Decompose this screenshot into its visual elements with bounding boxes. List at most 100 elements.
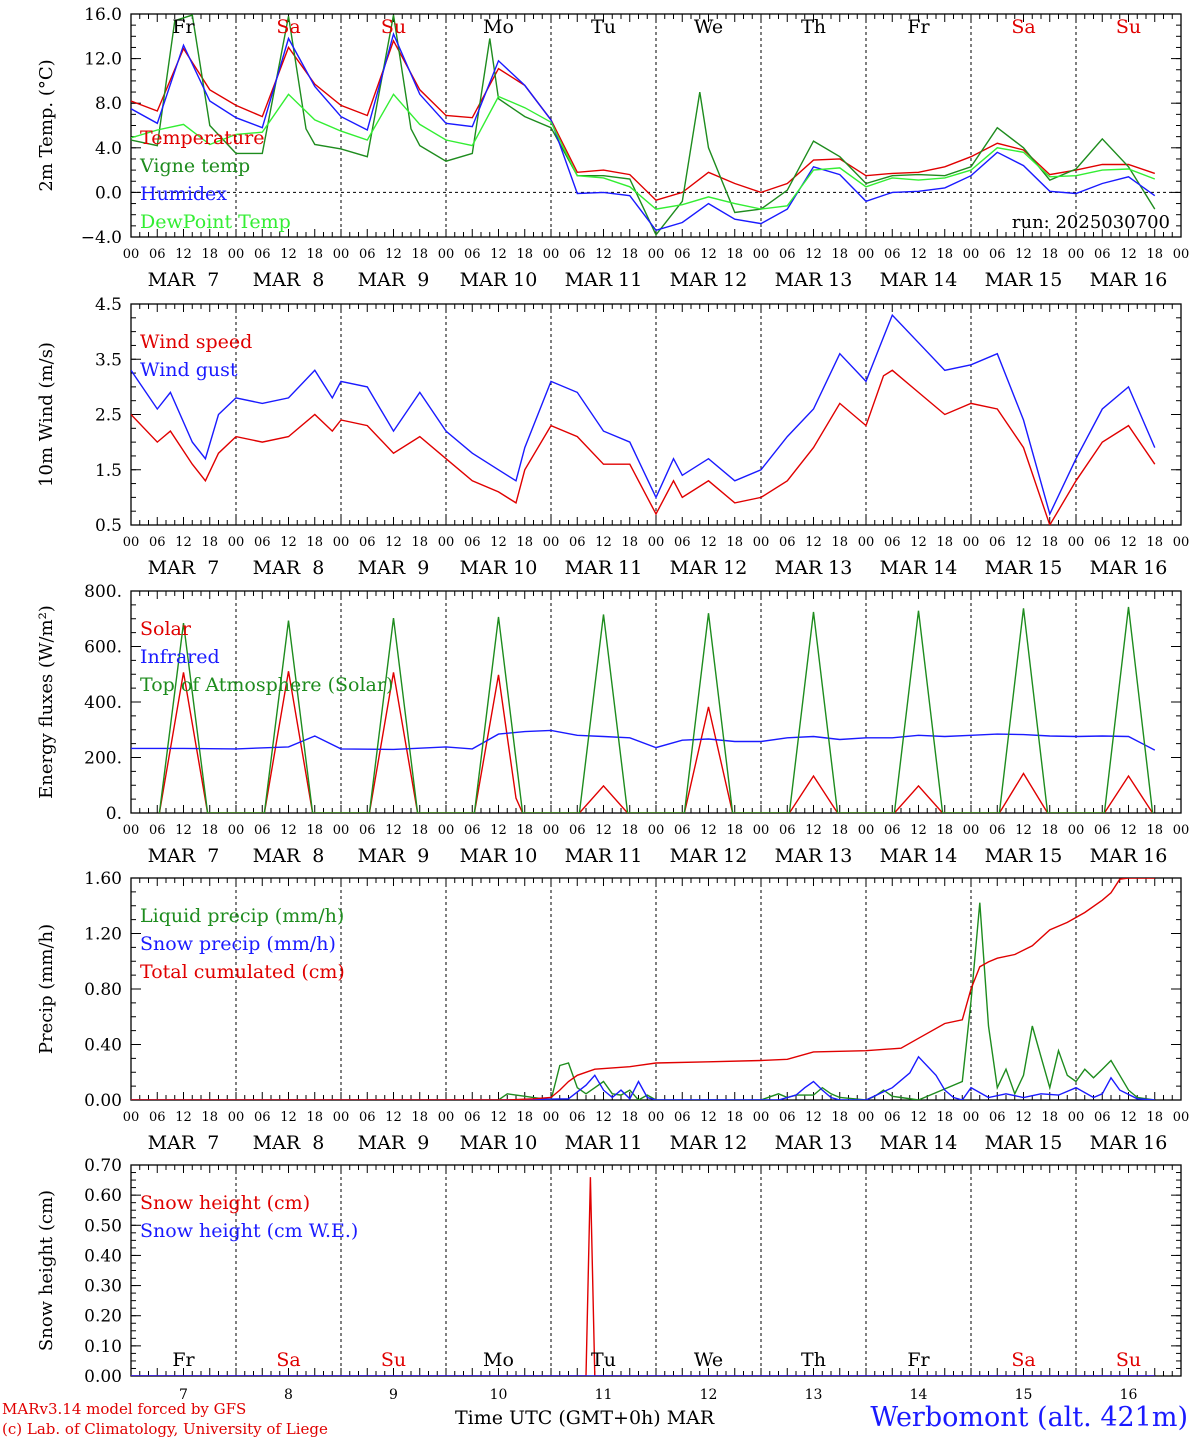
- y-tick-label: 0.80: [84, 980, 122, 1000]
- hour-tick-label: 00: [963, 1110, 980, 1125]
- hour-tick-label: 18: [201, 247, 218, 262]
- date-label: MAR 12: [670, 845, 748, 867]
- hour-tick-label: 06: [989, 535, 1006, 550]
- hour-tick-label: 06: [779, 1110, 796, 1125]
- date-label: MAR 14: [880, 1132, 958, 1154]
- y-tick-label: 0.5: [95, 516, 122, 536]
- hour-tick-label: 18: [831, 823, 848, 838]
- hour-tick-label: 06: [1094, 823, 1111, 838]
- hour-tick-label: 06: [464, 1110, 481, 1125]
- series-line: [131, 878, 1155, 1100]
- hour-tick-label: 06: [884, 247, 901, 262]
- hour-tick-label: 12: [385, 247, 402, 262]
- hour-tick-label: 18: [936, 535, 953, 550]
- hour-tick-label: 06: [989, 247, 1006, 262]
- date-label: MAR 13: [775, 1132, 853, 1154]
- hour-tick-label: 00: [333, 1110, 350, 1125]
- hour-tick-label: 12: [490, 535, 507, 550]
- day-name: Su: [381, 1349, 406, 1371]
- hour-tick-label: 18: [726, 1110, 743, 1125]
- hour-tick-label: 18: [1146, 535, 1163, 550]
- day-number: 8: [284, 1387, 293, 1403]
- date-label: MAR 14: [880, 269, 958, 291]
- hour-tick-label: 00: [858, 823, 875, 838]
- panel-2: [130, 303, 1182, 526]
- legend-entry: Temperature: [140, 127, 264, 149]
- y-tick-label: 0.50: [84, 1216, 122, 1236]
- hour-tick-label: 00: [123, 1110, 140, 1125]
- y-tick-label: 4.0: [95, 139, 122, 159]
- hour-tick-label: 12: [280, 823, 297, 838]
- y-tick-label: 3.5: [95, 350, 122, 370]
- hour-tick-label: 06: [674, 823, 691, 838]
- legend-entry: Wind speed: [140, 331, 252, 353]
- hour-tick-label: 18: [411, 535, 428, 550]
- hour-tick-label: 18: [306, 535, 323, 550]
- day-number: 14: [910, 1387, 928, 1403]
- hour-tick-label: 00: [858, 247, 875, 262]
- hour-tick-label: 06: [884, 1110, 901, 1125]
- y-tick-label: 0.20: [84, 1307, 122, 1327]
- hour-tick-label: 12: [805, 823, 822, 838]
- hour-tick-label: 12: [385, 1110, 402, 1125]
- hour-tick-label: 12: [280, 1110, 297, 1125]
- hour-tick-label: 00: [228, 535, 245, 550]
- hour-tick-label: 12: [1015, 535, 1032, 550]
- y-tick-label: 0.00: [84, 1091, 122, 1111]
- hour-tick-label: 06: [989, 823, 1006, 838]
- hour-tick-label: 06: [254, 247, 271, 262]
- hour-tick-label: 00: [123, 823, 140, 838]
- hour-tick-label: 00: [123, 535, 140, 550]
- hour-tick-label: 12: [385, 823, 402, 838]
- hour-tick-label: 18: [726, 823, 743, 838]
- y-tick-label: 400.: [84, 693, 122, 713]
- date-label: MAR 10: [460, 557, 538, 579]
- hour-tick-label: 06: [569, 535, 586, 550]
- hour-tick-label: 12: [910, 247, 927, 262]
- y-tick-label: 1.20: [84, 925, 122, 945]
- day-name: Sa: [1011, 16, 1035, 38]
- hour-tick-label: 12: [175, 535, 192, 550]
- hour-tick-label: 00: [333, 535, 350, 550]
- hour-tick-label: 00: [858, 535, 875, 550]
- hour-tick-label: 06: [779, 247, 796, 262]
- hour-tick-label: 06: [359, 535, 376, 550]
- hour-tick-label: 12: [910, 535, 927, 550]
- date-label: MAR 7: [148, 269, 220, 291]
- y-tick-label: 2.5: [95, 406, 122, 426]
- series-line: [131, 39, 1156, 201]
- time-axis-title: Time UTC (GMT+0h) MAR: [455, 1407, 715, 1429]
- hour-tick-label: 18: [516, 823, 533, 838]
- hour-tick-label: 12: [490, 247, 507, 262]
- y-tick-label: 0.00: [84, 1367, 122, 1387]
- hour-tick-label: 12: [595, 247, 612, 262]
- day-name: Mo: [483, 1349, 514, 1371]
- y-tick-label: 0.70: [84, 1156, 122, 1176]
- hour-tick-label: 06: [359, 823, 376, 838]
- hour-tick-label: 00: [648, 535, 665, 550]
- date-label: MAR 9: [358, 557, 430, 579]
- date-label: MAR 7: [148, 1132, 220, 1154]
- date-label: MAR 7: [148, 845, 220, 867]
- hour-tick-label: 18: [936, 247, 953, 262]
- date-label: MAR 15: [985, 557, 1063, 579]
- legend-entry: DewPoint Temp: [140, 211, 291, 233]
- hour-tick-label: 12: [1120, 1110, 1137, 1125]
- day-name: Fr: [907, 16, 930, 38]
- hour-tick-label: 12: [805, 1110, 822, 1125]
- hour-tick-label: 06: [149, 535, 166, 550]
- series-line: [131, 32, 1156, 232]
- day-number: 11: [595, 1387, 613, 1403]
- series-line: [131, 729, 1156, 751]
- hour-tick-label: 00: [543, 535, 560, 550]
- hour-tick-label: 00: [858, 1110, 875, 1125]
- legend-entry: Snow height (cm W.E.): [140, 1220, 358, 1242]
- y-tick-label: 1.60: [84, 869, 122, 889]
- hour-tick-label: 06: [674, 1110, 691, 1125]
- y-tick-label: 0.10: [84, 1337, 122, 1357]
- hour-tick-label: 06: [464, 247, 481, 262]
- day-number: 13: [805, 1387, 823, 1403]
- day-name: Tu: [591, 1349, 616, 1371]
- day-name: Th: [801, 16, 826, 38]
